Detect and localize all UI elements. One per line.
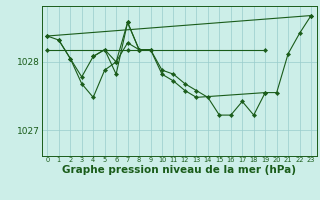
X-axis label: Graphe pression niveau de la mer (hPa): Graphe pression niveau de la mer (hPa) <box>62 165 296 175</box>
